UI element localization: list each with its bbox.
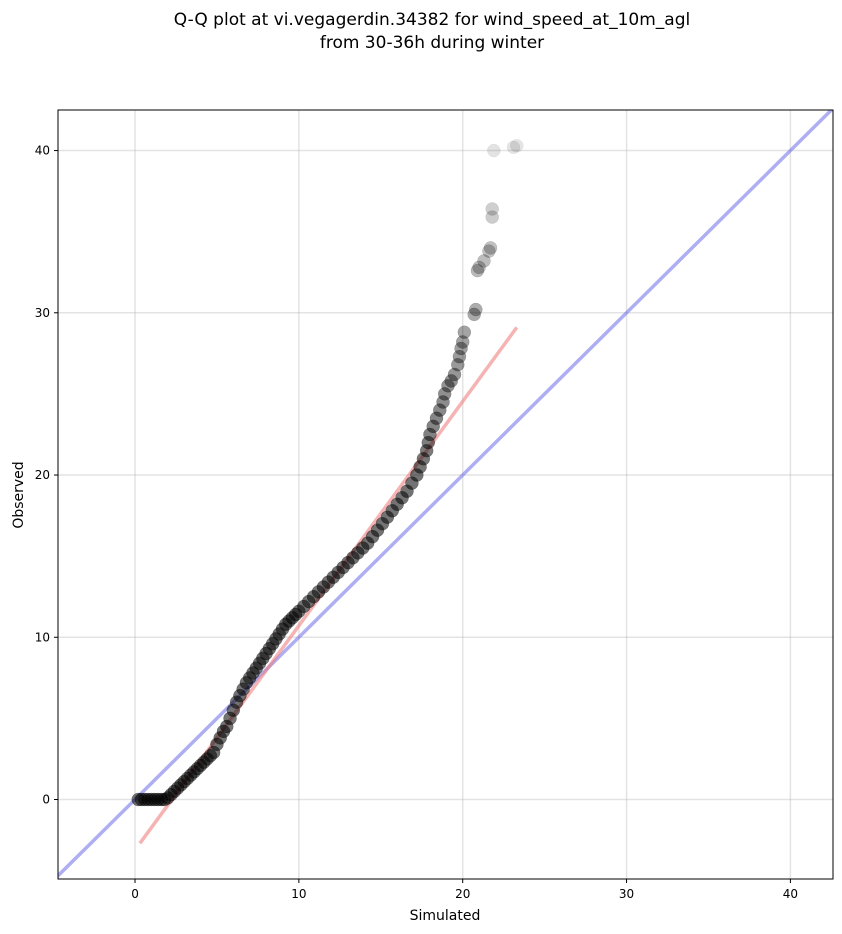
- chart-title-line-1: Q-Q plot at vi.vegagerdin.34382 for wind…: [174, 10, 690, 30]
- chart-title-line-2: from 30-36h during winter: [320, 33, 544, 53]
- x-tick-label: 30: [619, 887, 634, 901]
- x-tick-label: 10: [291, 887, 306, 901]
- quantile-point: [436, 395, 450, 409]
- x-gridlines: [134, 110, 792, 879]
- quantile-point: [429, 411, 444, 425]
- x-tick-label: 0: [131, 887, 139, 901]
- quantile-point: [426, 419, 440, 434]
- identity-line: [58, 110, 833, 879]
- y-axis-ticks: 0 10 20 30 40: [35, 144, 58, 807]
- y-tick-label: 30: [35, 306, 50, 320]
- quantile-point: [455, 335, 470, 349]
- quantile-point: [506, 140, 521, 155]
- plot-frame: [57, 109, 834, 880]
- x-axis-label: Simulated: [410, 908, 481, 924]
- quantile-point: [454, 341, 468, 356]
- quantile-point: [444, 374, 458, 388]
- quantile-point: [510, 138, 524, 153]
- quantile-points: [131, 138, 524, 807]
- quantile-point: [423, 427, 437, 442]
- quantile-point: [467, 307, 481, 322]
- x-axis-ticks: 0 10 20 30 40: [131, 879, 798, 901]
- quantile-point: [470, 263, 485, 278]
- quantile-point: [485, 210, 499, 224]
- quantile-point: [421, 435, 436, 450]
- quantile-point: [451, 357, 465, 372]
- x-tick-label: 20: [455, 887, 470, 901]
- y-tick-label: 40: [35, 144, 50, 158]
- quantile-point: [487, 143, 501, 158]
- quantile-point: [447, 367, 462, 382]
- quantile-point: [433, 403, 447, 417]
- x-tick-label: 40: [783, 887, 798, 901]
- quantile-point: [441, 379, 455, 393]
- quantile-point: [477, 254, 491, 268]
- quantile-point: [483, 241, 498, 255]
- y-tick-label: 20: [35, 468, 50, 482]
- quantile-point: [457, 325, 472, 340]
- y-axis-label: Observed: [11, 461, 27, 528]
- y-gridlines: [58, 149, 833, 801]
- quantile-point: [472, 260, 486, 275]
- y-tick-label: 10: [35, 630, 50, 644]
- quantile-point: [437, 387, 452, 401]
- quantile-point: [482, 244, 496, 258]
- quantile-point: [452, 349, 467, 364]
- quantile-point: [469, 302, 483, 317]
- quantile-point: [485, 202, 499, 216]
- y-tick-label: 0: [42, 793, 50, 807]
